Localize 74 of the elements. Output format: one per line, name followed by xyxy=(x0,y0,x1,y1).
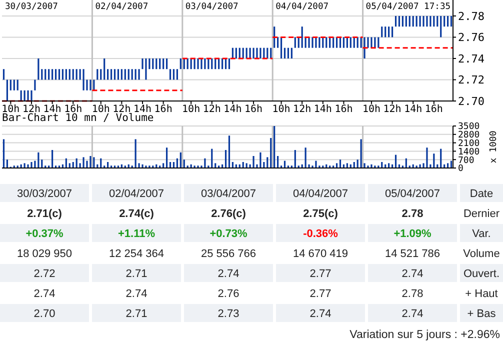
x-tick-label: 12h xyxy=(202,104,221,115)
y-tick-label: 2.70 xyxy=(458,94,484,108)
data-label: 18 029 950 xyxy=(16,248,72,260)
x-tick-label: 14h xyxy=(404,104,422,115)
x-tick-label: 02/04/2007 xyxy=(108,188,164,200)
x-tick-label: 05/04/2007 xyxy=(384,188,440,200)
chart-title: Bar-Chart 10 mn / Volume xyxy=(2,112,154,124)
x-axis-title: Date xyxy=(470,188,494,200)
x-tick-label: 03/04/2007 xyxy=(200,188,256,200)
data-label: 12 254 364 xyxy=(108,248,164,260)
x-tick-label: 10h xyxy=(182,104,200,115)
x-tick-label: 16h xyxy=(424,104,443,115)
y-tick-label: 1400 xyxy=(458,147,480,158)
x-tick-label: 16h xyxy=(334,104,353,115)
data-label: 2.74 xyxy=(310,308,332,320)
data-label: 2.78 xyxy=(402,288,424,300)
data-label: -0.36% xyxy=(303,228,338,240)
data-label: 2.76(c) xyxy=(211,208,246,220)
data-label: 2.76 xyxy=(218,288,240,300)
y-tick-label: 2100 xyxy=(458,138,480,149)
data-label: 2.72 xyxy=(34,268,56,280)
x-tick-label: 16h xyxy=(154,104,172,115)
data-label: 2.77 xyxy=(310,268,332,280)
data-label: 2.71(c) xyxy=(27,208,62,220)
x-tick-label: 12h xyxy=(293,104,312,115)
data-label: 2.74 xyxy=(402,308,424,320)
x-tick-label: 04/04/2007 xyxy=(292,188,348,200)
y-tick-label: Ouvert. xyxy=(463,268,500,280)
x-tick-label: 14h xyxy=(133,104,152,115)
x-tick-label: 10h xyxy=(92,104,110,115)
data-label: 2.74 xyxy=(402,268,424,280)
data-label: 2.74 xyxy=(126,288,148,300)
data-label: 2.71 xyxy=(126,268,148,280)
data-label: +1.11% xyxy=(118,228,156,240)
data-label: 2.77 xyxy=(310,288,332,300)
x-tick-label: 14h xyxy=(43,104,62,115)
x-tick-label: 10h xyxy=(272,104,290,115)
annotation: 02/04/2007 xyxy=(95,2,148,12)
data-label: 2.78 xyxy=(402,208,424,220)
y-tick-label: 2.76 xyxy=(458,31,484,44)
data-label: 25 556 766 xyxy=(200,248,256,260)
annotation: 03/04/2007 xyxy=(185,2,238,12)
data-label: 2.73 xyxy=(218,308,240,320)
y-tick-label: 2.74 xyxy=(458,52,485,66)
x-tick-label: 12h xyxy=(383,104,402,115)
x-tick-label: 14h xyxy=(314,104,332,115)
annotation: 05/04/2007 17:35 xyxy=(366,2,451,12)
y-tick-label: 2.78 xyxy=(458,10,484,23)
y-tick-label: 2.72 xyxy=(458,74,484,87)
data-label: 14 670 419 xyxy=(292,248,348,260)
y-tick-label: + Haut xyxy=(465,288,498,300)
y-tick-label: 0 xyxy=(458,164,464,174)
text: Variation sur 5 jours : +2.96% xyxy=(350,329,500,341)
data-label: 2.74(c) xyxy=(119,208,154,220)
data-label: +0.37% xyxy=(26,228,64,240)
data-label: 2.75(c) xyxy=(303,208,338,220)
y-axis-title: x 1000 xyxy=(489,130,500,164)
data-label: +1.09% xyxy=(394,228,432,240)
data-label: 2.74 xyxy=(34,288,56,300)
data-label: 2.70 xyxy=(34,308,56,320)
data-label: 2.71 xyxy=(126,308,148,320)
annotation: 04/04/2007 xyxy=(276,2,329,12)
data-label: 2.74 xyxy=(218,268,240,280)
x-tick-label: 16h xyxy=(244,104,263,115)
data-label: +0.73% xyxy=(210,228,248,240)
x-tick-label: 14h xyxy=(224,104,242,115)
y-tick-label: Var. xyxy=(472,228,491,240)
y-tick-label: Dernier xyxy=(463,208,500,220)
y-tick-label: + Bas xyxy=(467,308,496,320)
y-tick-label: Volume xyxy=(463,248,500,260)
annotation: 30/03/2007 xyxy=(5,2,58,12)
data-label: 14 521 786 xyxy=(384,248,440,260)
x-tick-label: 30/03/2007 xyxy=(16,188,72,200)
x-tick-label: 10h xyxy=(362,104,381,115)
